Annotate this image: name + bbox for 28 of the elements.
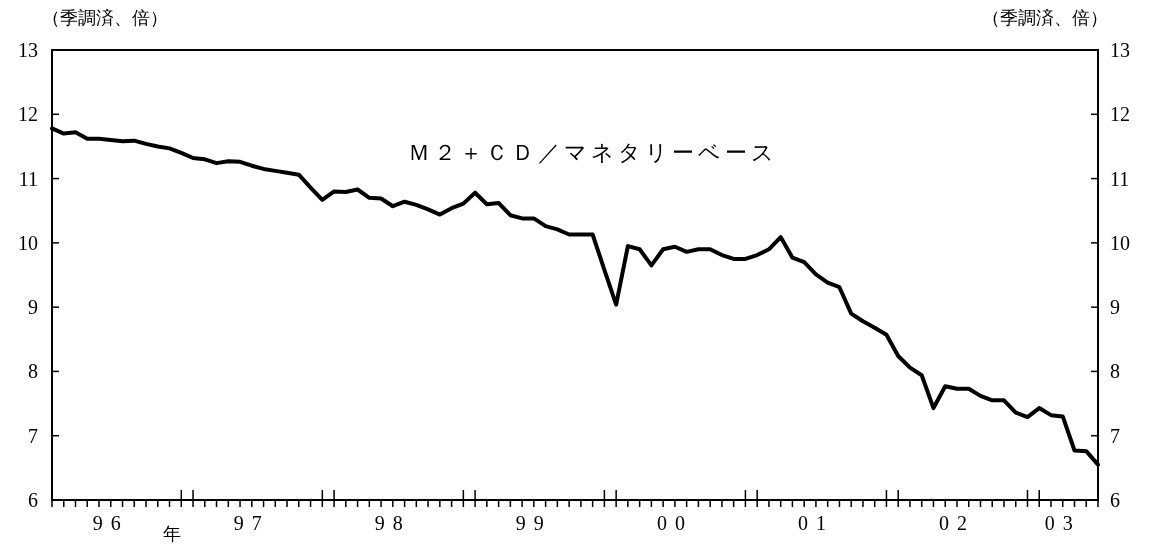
- x-tick-label: 97: [233, 512, 270, 534]
- y-tick-label: 11: [18, 167, 38, 190]
- y2-tick-label: 7: [1110, 424, 1120, 447]
- y-tick-label: 8: [28, 360, 38, 383]
- x-tick-label: 03: [1044, 512, 1081, 534]
- x-tick-label: 96: [92, 512, 129, 534]
- y-tick-label: 7: [28, 424, 38, 447]
- text: 年: [162, 524, 181, 544]
- y2-tick-label: 11: [1110, 167, 1130, 190]
- series-label: Ｍ２＋ＣＤ／マネタリーベース: [407, 140, 778, 165]
- y2-tick-label: 8: [1110, 360, 1120, 383]
- y-tick-label: 13: [18, 39, 38, 61]
- y2-tick-label: 13: [1110, 39, 1130, 61]
- x-tick-label: 98: [374, 512, 411, 534]
- y2-axis-title: （季調済、倍）: [982, 8, 1108, 28]
- y-axis-title: （季調済、倍）: [42, 8, 168, 28]
- y2-tick-label: 10: [1110, 231, 1130, 254]
- x-tick-label: 01: [797, 512, 834, 534]
- y2-tick-label: 9: [1110, 296, 1120, 319]
- y-tick-label: 12: [18, 103, 38, 126]
- y-tick-label: 10: [18, 231, 38, 254]
- y-tick-label: 6: [28, 489, 38, 511]
- y-tick-label: 9: [28, 296, 38, 319]
- y2-tick-label: 6: [1110, 489, 1120, 511]
- x-tick-label: 02: [938, 512, 975, 534]
- x-tick-label: 99: [515, 512, 552, 534]
- x-tick-label: 00: [656, 512, 693, 534]
- y2-tick-label: 12: [1110, 103, 1130, 126]
